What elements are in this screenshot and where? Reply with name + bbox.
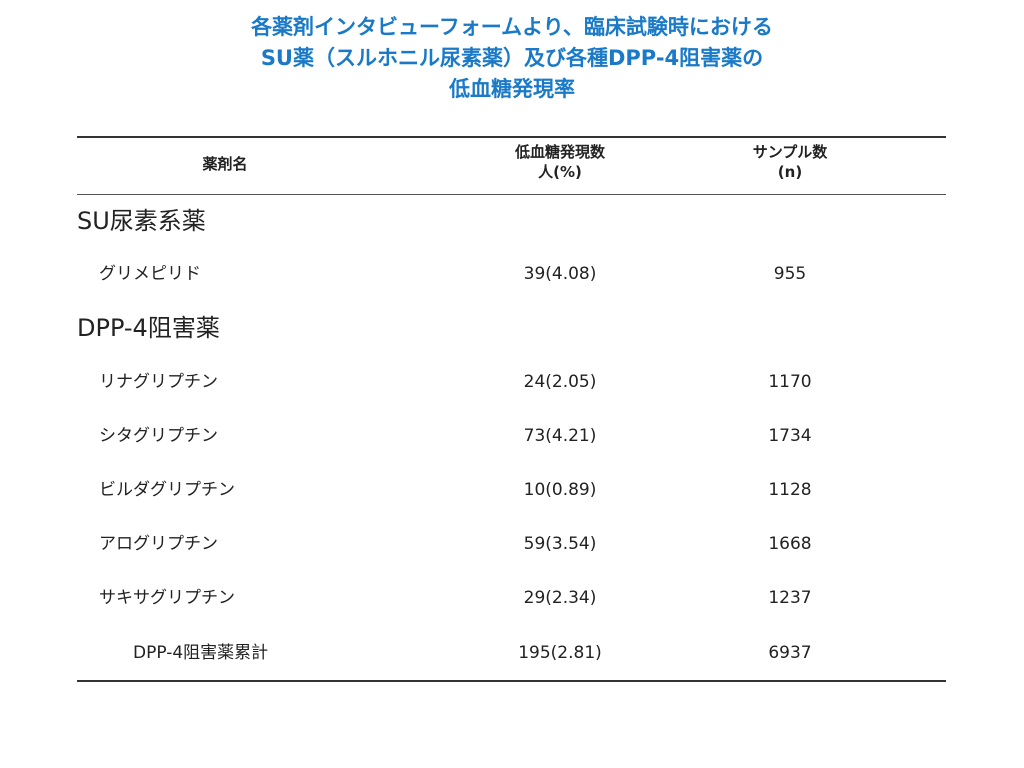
table-header-rule: [77, 194, 946, 195]
total-hypoglycemia-count: 195(2.81): [518, 643, 602, 663]
header-sample-line-1: サンプル数: [752, 143, 828, 161]
header-count-line-2: 人(%): [538, 163, 582, 181]
table-row: サキサグリプチン 29(2.34) 1237: [77, 583, 946, 613]
title-line-3: 低血糖発現率: [449, 77, 575, 101]
header-sample-line-2: (n): [777, 163, 803, 181]
header-count-line-1: 低血糖発現数: [514, 143, 605, 161]
group-row-su: SU尿素系薬: [77, 206, 946, 236]
hypoglycemia-count: 73(4.21): [523, 426, 597, 446]
sample-size: 1128: [768, 480, 812, 500]
header-sample-size: サンプル数 (n): [705, 142, 875, 182]
table-row: グリメピリド 39(4.08) 955: [77, 259, 946, 289]
hypoglycemia-count: 10(0.89): [523, 480, 597, 500]
table-top-rule: [77, 136, 946, 138]
title-line-1: 各薬剤インタビューフォームより、臨床試験時における: [251, 15, 773, 39]
table-row: シタグリプチン 73(4.21) 1734: [77, 421, 946, 451]
header-hypoglycemia-count: 低血糖発現数 人(%): [475, 142, 645, 182]
table-row: リナグリプチン 24(2.05) 1170: [77, 367, 946, 397]
drug-name: グリメピリド: [99, 264, 201, 284]
sample-size: 1734: [768, 426, 812, 446]
page-title: 各薬剤インタビューフォームより、臨床試験時における SU薬（スルホニル尿素薬）及…: [0, 12, 1024, 105]
drug-name: アログリプチン: [99, 534, 218, 554]
hypoglycemia-count: 24(2.05): [523, 372, 597, 392]
group-label: DPP-4阻害薬: [77, 314, 220, 342]
title-line-2: SU薬（スルホニル尿素薬）及び各種DPP-4阻害薬の: [260, 46, 764, 70]
table-row: アログリプチン 59(3.54) 1668: [77, 529, 946, 559]
group-label: SU尿素系薬: [77, 207, 206, 235]
drug-name: リナグリプチン: [99, 372, 218, 392]
sample-size: 1237: [768, 588, 812, 608]
drug-name: シタグリプチン: [99, 426, 218, 446]
hypoglycemia-count: 29(2.34): [523, 588, 597, 608]
total-row: DPP-4阻害薬累計 195(2.81) 6937: [77, 638, 946, 668]
table-bottom-rule: [77, 680, 946, 682]
total-sample-size: 6937: [768, 643, 812, 663]
sample-size: 1170: [768, 372, 812, 392]
drug-name: サキサグリプチン: [99, 588, 235, 608]
drug-name: ビルダグリプチン: [99, 480, 235, 500]
hypoglycemia-count: 59(3.54): [523, 534, 597, 554]
table-row: ビルダグリプチン 10(0.89) 1128: [77, 475, 946, 505]
group-row-dpp4: DPP-4阻害薬: [77, 313, 946, 343]
hypoglycemia-count: 39(4.08): [523, 264, 597, 284]
sample-size: 955: [773, 264, 807, 284]
sample-size: 1668: [768, 534, 812, 554]
header-drug-name: 薬剤名: [202, 155, 248, 173]
total-label: DPP-4阻害薬累計: [133, 643, 269, 663]
